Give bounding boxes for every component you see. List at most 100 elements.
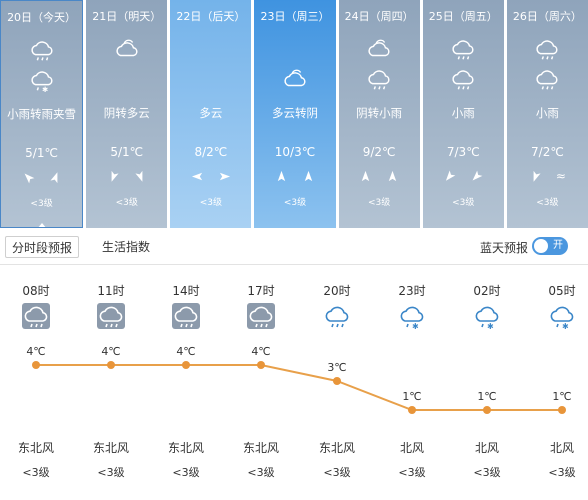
rain-cloud-icon — [172, 303, 200, 329]
hourly-wind-level: <3级 — [548, 466, 576, 479]
rain-cloud-icon — [368, 70, 390, 90]
day-temperature: 10/3℃ — [274, 145, 316, 159]
hourly-wind-direction: 东北风 — [17, 441, 54, 455]
hourly-wind-direction: 东北风 — [167, 441, 204, 455]
hourly-wind-direction: 北风 — [399, 441, 424, 455]
svg-text:✱: ✱ — [412, 322, 419, 330]
overcast-cloud-icon — [116, 39, 138, 57]
sleet-cloud-icon: ✱ — [400, 306, 424, 330]
svg-text:✱: ✱ — [42, 85, 48, 93]
wind-direction-icon — [49, 172, 57, 184]
svg-text:✱: ✱ — [487, 322, 494, 330]
hourly-forecast: 08时 东北风 <3级 4℃ 11时 东北风 <3级 4℃ 14时 东北风 <3级 4℃ 17时 东北风 <… — [0, 266, 588, 500]
temperature-point — [333, 377, 341, 385]
day-wind-level: <3级 — [30, 199, 53, 209]
day-wind-directions — [254, 170, 335, 183]
day-condition: 小雨转雨夹雪 — [7, 107, 77, 121]
day-temperature: 5/1℃ — [25, 146, 58, 160]
hourly-temperature-label: 4℃ — [101, 345, 121, 358]
rain-cloud-icon — [325, 306, 349, 328]
blue-sky-forecast-label: 蓝天预报 — [479, 241, 528, 255]
day-date: 24日（周四） — [344, 10, 414, 23]
blue-sky-toggle[interactable]: 开 — [532, 237, 568, 255]
day-wind-level: <3级 — [367, 198, 391, 208]
wind-direction-icon — [111, 170, 119, 182]
hourly-temperature-label: 1℃ — [477, 390, 497, 403]
day-date: 26日（周六） — [512, 10, 582, 23]
wind-direction-icon — [135, 170, 143, 182]
hourly-wind-direction: 北风 — [549, 441, 574, 455]
hourly-wind-level: <3级 — [97, 466, 125, 479]
selected-day-indicator — [36, 223, 47, 227]
day-condition: 小雨 — [451, 106, 475, 120]
day-wind-directions — [1, 171, 82, 184]
sleet-cloud-icon: ✱ — [550, 306, 574, 330]
rain-cloud-icon — [452, 40, 474, 60]
sleet-cloud-icon: ✱ — [30, 71, 53, 93]
day-wind-directions — [86, 170, 167, 183]
temperature-point — [257, 361, 265, 369]
hourly-temperature-label: 4℃ — [251, 345, 271, 358]
day-condition: 小雨 — [535, 106, 559, 120]
day-temperature: 7/2℃ — [531, 145, 564, 159]
day-date: 22日（后天） — [176, 10, 246, 23]
temperature-point — [107, 361, 115, 369]
sleet-cloud-icon: ✱ — [475, 306, 499, 330]
wind-direction-icon — [304, 170, 313, 182]
day-card-20[interactable]: 20日（今天） ✱ 小雨转雨夹雪 5/1℃ <3级 — [0, 0, 84, 228]
wind-direction-icon — [361, 170, 370, 182]
day-temperature: 8/2℃ — [194, 145, 228, 159]
toggle-label: 开 — [553, 240, 563, 251]
overcast-cloud-icon — [284, 69, 306, 87]
day-card-22[interactable]: 22日（后天） undefined undefined 多云 8/2℃ <3级 — [170, 0, 252, 228]
toggle-knob — [534, 239, 548, 253]
day-card-23[interactable]: 23日（周三） undefined 多云转阴 10/3℃ <3级 — [254, 0, 336, 228]
hourly-wind-level: <3级 — [323, 466, 351, 479]
day-wind-directions: ≈ — [507, 170, 588, 183]
rain-cloud-icon — [452, 70, 474, 90]
day-wind-directions — [339, 170, 420, 183]
hourly-temperature-label: 1℃ — [552, 390, 572, 403]
day-date: 21日（明天） — [92, 10, 162, 23]
daily-forecast-strip: 20日（今天） ✱ 小雨转雨夹雪 5/1℃ <3级 21日（明天） undefined 阴转… — [0, 0, 588, 228]
hourly-temperature-label: 3℃ — [327, 361, 347, 374]
rain-cloud-icon — [536, 40, 558, 60]
hourly-time: 08时 — [22, 284, 50, 298]
svg-text:✱: ✱ — [562, 322, 569, 330]
day-card-21[interactable]: 21日（明天） undefined 阴转多云 5/1℃ <3级 — [86, 0, 168, 228]
temperature-point — [558, 406, 566, 414]
wind-wave-icon: ≈ — [555, 169, 566, 183]
hourly-time: 20时 — [323, 284, 351, 298]
day-condition: 阴转多云 — [103, 106, 150, 120]
hourly-time: 17时 — [247, 284, 275, 298]
hourly-time: 23时 — [398, 284, 426, 298]
hourly-wind-direction: 东北风 — [242, 441, 279, 455]
wind-direction-icon — [219, 172, 230, 181]
wind-direction-icon — [472, 170, 483, 181]
tab-hourly-forecast[interactable]: 分时段预报 — [5, 236, 80, 258]
partly-cloudy-icon: undefined — [280, 36, 310, 62]
wind-direction-icon — [24, 173, 34, 184]
day-wind-level: <3级 — [536, 198, 559, 208]
hourly-wind-level: <3级 — [172, 466, 200, 479]
tab-life-index[interactable]: 生活指数 — [102, 240, 151, 254]
rain-cloud-icon — [247, 303, 275, 329]
hourly-wind-direction: 北风 — [474, 441, 499, 455]
day-card-24[interactable]: 24日（周四） 阴转小雨 9/2℃ <3级 — [338, 0, 420, 228]
temperature-point — [182, 361, 190, 369]
hourly-wind-direction: 东北风 — [92, 441, 129, 455]
day-wind-level: <3级 — [199, 198, 222, 208]
day-card-26[interactable]: 26日（周六） 小雨 7/2℃ ≈ <3级 — [506, 0, 588, 228]
partly-cloudy-icon: undefined — [196, 36, 226, 62]
hourly-temperature-label: 4℃ — [26, 345, 46, 358]
hourly-time: 14时 — [172, 284, 200, 298]
hourly-time: 02时 — [473, 284, 501, 298]
day-condition: 多云转阴 — [271, 106, 318, 120]
temperature-line-chart — [32, 361, 566, 414]
rain-cloud-icon — [97, 303, 125, 329]
hourly-temperature-label: 4℃ — [176, 345, 196, 358]
day-card-25[interactable]: 25日（周五） 小雨 7/3℃ <3级 — [422, 0, 504, 228]
temperature-point — [32, 361, 40, 369]
day-condition: 阴转小雨 — [356, 106, 403, 120]
